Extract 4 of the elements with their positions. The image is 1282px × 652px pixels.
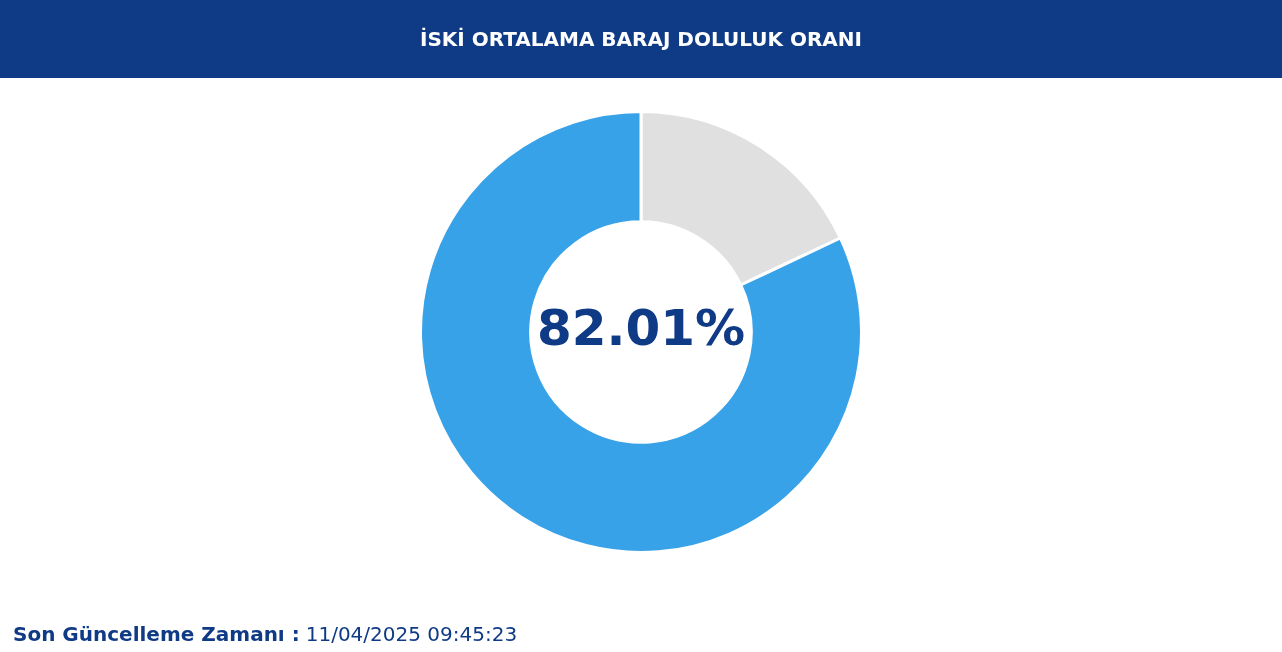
chart-title: İSKİ ORTALAMA BARAJ DOLULUK ORANI	[419, 27, 863, 51]
text: 11/04/2025 09:45:23	[305, 622, 518, 646]
text: Son Güncelleme Zamanı :	[13, 622, 300, 646]
data-label: 82.01%	[536, 298, 746, 357]
